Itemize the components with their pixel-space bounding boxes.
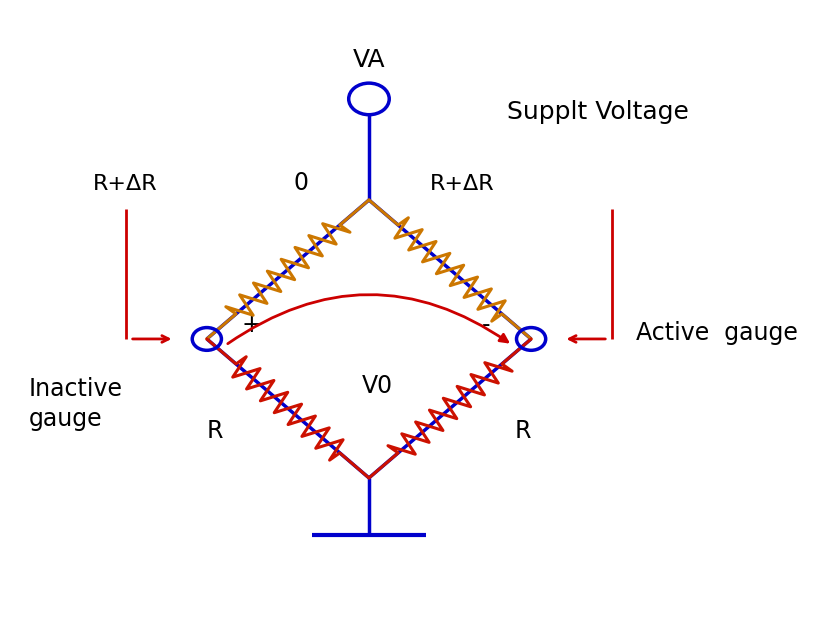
FancyArrowPatch shape (228, 294, 508, 344)
Text: Active  gauge: Active gauge (637, 321, 799, 344)
Text: Supplt Voltage: Supplt Voltage (507, 100, 689, 124)
Text: 0: 0 (293, 171, 308, 195)
Text: R+ΔR: R+ΔR (93, 173, 158, 194)
Text: V0: V0 (361, 374, 393, 397)
Text: -: - (482, 313, 491, 337)
Text: Inactive
gauge: Inactive gauge (28, 377, 122, 431)
Text: R: R (206, 419, 223, 442)
Text: VA: VA (353, 49, 385, 72)
Text: R: R (515, 419, 531, 442)
Text: R+ΔR: R+ΔR (430, 173, 494, 194)
Text: +: + (241, 313, 261, 337)
